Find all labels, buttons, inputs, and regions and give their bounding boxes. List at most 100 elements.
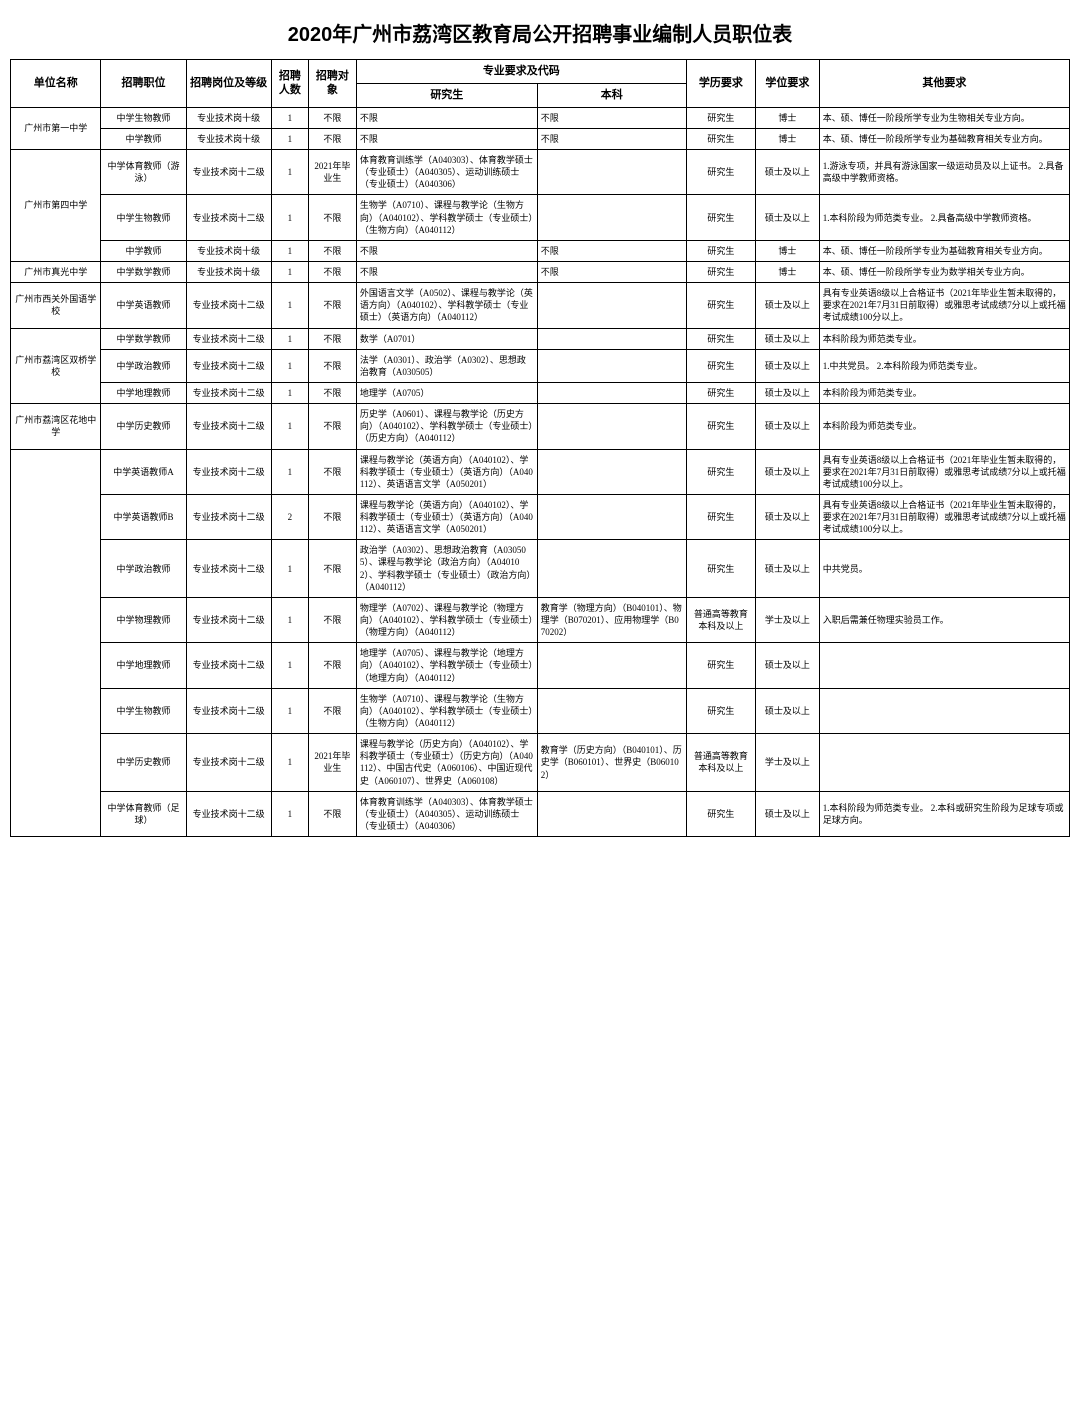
cell-grad: 地理学（A0705） xyxy=(356,382,537,403)
cell-grade: 专业技术岗十二级 xyxy=(186,283,271,328)
cell-num: 1 xyxy=(271,283,308,328)
cell-grade: 专业技术岗十二级 xyxy=(186,195,271,240)
cell-edu: 研究生 xyxy=(686,382,755,403)
table-row: 广州市第一中学中学生物教师专业技术岗十级1不限不限不限研究生博士本、硕、博任一阶… xyxy=(11,107,1070,128)
table-row: 中学教师专业技术岗十级1不限不限不限研究生博士本、硕、博任一阶段所学专业为基础教… xyxy=(11,240,1070,261)
cell-grad: 生物学（A0710）、课程与教学论（生物方向）（A040102）、学科教学硕士（… xyxy=(356,688,537,733)
cell-under: 不限 xyxy=(537,261,686,282)
cell-edu: 研究生 xyxy=(686,195,755,240)
cell-num: 1 xyxy=(271,597,308,642)
cell-position: 中学生物教师 xyxy=(101,195,186,240)
cell-grade: 专业技术岗十二级 xyxy=(186,540,271,598)
cell-under xyxy=(537,404,686,449)
cell-under xyxy=(537,283,686,328)
cell-unit: 广州市第四中学 xyxy=(11,149,101,261)
cell-edu: 研究生 xyxy=(686,328,755,349)
cell-under xyxy=(537,540,686,598)
cell-edu: 研究生 xyxy=(686,791,755,836)
cell-position: 中学生物教师 xyxy=(101,688,186,733)
positions-table: 单位名称 招聘职位 招聘岗位及等级 招聘人数 招聘对象 专业要求及代码 学历要求… xyxy=(10,59,1070,837)
cell-degree: 学士及以上 xyxy=(755,597,819,642)
cell-position: 中学政治教师 xyxy=(101,349,186,382)
cell-grad: 政治学（A0302）、思想政治教育（A030505）、课程与教学论（政治方向）（… xyxy=(356,540,537,598)
cell-object: 不限 xyxy=(308,283,356,328)
cell-num: 1 xyxy=(271,382,308,403)
cell-grad: 不限 xyxy=(356,128,537,149)
cell-other: 具有专业英语8级以上合格证书（2021年毕业生暂未取得的，要求在2021年7月3… xyxy=(819,494,1069,539)
cell-grad: 课程与教学论（历史方向）（A040102）、学科教学硕士（专业硕士）（历史方向）… xyxy=(356,734,537,792)
cell-degree: 硕士及以上 xyxy=(755,688,819,733)
cell-grad: 生物学（A0710）、课程与教学论（生物方向）（A040102）、学科教学硕士（… xyxy=(356,195,537,240)
cell-object: 不限 xyxy=(308,107,356,128)
th-edu: 学历要求 xyxy=(686,60,755,108)
cell-object: 不限 xyxy=(308,449,356,494)
cell-under: 不限 xyxy=(537,107,686,128)
cell-position: 中学英语教师B xyxy=(101,494,186,539)
cell-position: 中学教师 xyxy=(101,128,186,149)
cell-edu: 研究生 xyxy=(686,149,755,194)
cell-position: 中学历史教师 xyxy=(101,734,186,792)
cell-num: 1 xyxy=(271,643,308,688)
cell-object: 不限 xyxy=(308,240,356,261)
cell-degree: 博士 xyxy=(755,107,819,128)
cell-object: 不限 xyxy=(308,688,356,733)
cell-under: 不限 xyxy=(537,240,686,261)
cell-num: 1 xyxy=(271,404,308,449)
cell-object: 不限 xyxy=(308,494,356,539)
cell-other: 1.本科阶段为师范类专业。 2.具备高级中学教师资格。 xyxy=(819,195,1069,240)
cell-object: 不限 xyxy=(308,597,356,642)
table-row: 中学物理教师专业技术岗十二级1不限物理学（A0702）、课程与教学论（物理方向）… xyxy=(11,597,1070,642)
cell-grade: 专业技术岗十二级 xyxy=(186,734,271,792)
cell-under xyxy=(537,494,686,539)
cell-degree: 硕士及以上 xyxy=(755,382,819,403)
cell-position: 中学体育教师（足球） xyxy=(101,791,186,836)
table-row: 广州市荔湾区双桥学校中学数学教师专业技术岗十二级1不限数学（A0701）研究生硕… xyxy=(11,328,1070,349)
cell-degree: 硕士及以上 xyxy=(755,643,819,688)
table-row: 广州市真光中学中学数学教师专业技术岗十级1不限不限不限研究生博士本、硕、博任一阶… xyxy=(11,261,1070,282)
cell-grad: 数学（A0701） xyxy=(356,328,537,349)
cell-unit xyxy=(11,449,101,837)
cell-unit: 广州市荔湾区花地中学 xyxy=(11,404,101,449)
cell-object: 不限 xyxy=(308,195,356,240)
cell-grad: 物理学（A0702）、课程与教学论（物理方向）（A040102）、学科教学硕士（… xyxy=(356,597,537,642)
table-row: 中学政治教师专业技术岗十二级1不限政治学（A0302）、思想政治教育（A0305… xyxy=(11,540,1070,598)
cell-grad: 不限 xyxy=(356,240,537,261)
cell-edu: 研究生 xyxy=(686,349,755,382)
th-num: 招聘人数 xyxy=(271,60,308,108)
cell-grade: 专业技术岗十级 xyxy=(186,240,271,261)
th-major-group: 专业要求及代码 xyxy=(356,60,686,84)
cell-degree: 硕士及以上 xyxy=(755,540,819,598)
cell-num: 1 xyxy=(271,261,308,282)
cell-grade: 专业技术岗十二级 xyxy=(186,404,271,449)
cell-under xyxy=(537,328,686,349)
cell-unit: 广州市真光中学 xyxy=(11,261,101,282)
cell-edu: 普通高等教育本科及以上 xyxy=(686,734,755,792)
cell-edu: 研究生 xyxy=(686,240,755,261)
cell-num: 1 xyxy=(271,149,308,194)
cell-num: 1 xyxy=(271,195,308,240)
cell-grade: 专业技术岗十二级 xyxy=(186,494,271,539)
cell-num: 1 xyxy=(271,791,308,836)
th-grad: 研究生 xyxy=(356,83,537,107)
cell-edu: 研究生 xyxy=(686,128,755,149)
table-row: 中学政治教师专业技术岗十二级1不限法学（A0301）、政治学（A0302）、思想… xyxy=(11,349,1070,382)
th-unit: 单位名称 xyxy=(11,60,101,108)
table-body: 广州市第一中学中学生物教师专业技术岗十级1不限不限不限研究生博士本、硕、博任一阶… xyxy=(11,107,1070,836)
cell-position: 中学地理教师 xyxy=(101,382,186,403)
cell-under xyxy=(537,349,686,382)
cell-edu: 研究生 xyxy=(686,688,755,733)
cell-edu: 研究生 xyxy=(686,107,755,128)
cell-other: 入职后需兼任物理实验员工作。 xyxy=(819,597,1069,642)
cell-num: 1 xyxy=(271,688,308,733)
table-row: 广州市第四中学中学体育教师（游泳）专业技术岗十二级12021年毕业生体育教育训练… xyxy=(11,149,1070,194)
cell-object: 2021年毕业生 xyxy=(308,734,356,792)
cell-degree: 硕士及以上 xyxy=(755,195,819,240)
cell-grad: 课程与教学论（英语方向）（A040102）、学科教学硕士（专业硕士）（英语方向）… xyxy=(356,449,537,494)
table-row: 中学地理教师专业技术岗十二级1不限地理学（A0705）研究生硕士及以上本科阶段为… xyxy=(11,382,1070,403)
cell-object: 不限 xyxy=(308,643,356,688)
cell-grade: 专业技术岗十二级 xyxy=(186,688,271,733)
cell-grad: 体育教育训练学（A040303）、体育教学硕士（专业硕士）（A040305）、运… xyxy=(356,791,537,836)
cell-position: 中学教师 xyxy=(101,240,186,261)
cell-under xyxy=(537,149,686,194)
th-degree: 学位要求 xyxy=(755,60,819,108)
